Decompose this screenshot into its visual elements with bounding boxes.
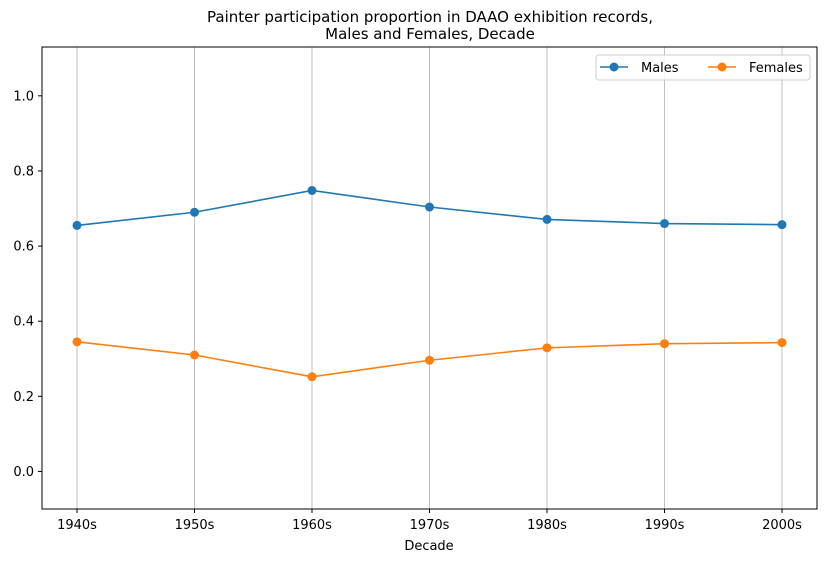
data-point-females-1950s [190, 350, 199, 360]
data-point-males-1940s [72, 220, 82, 230]
data-point-females-1990s [660, 339, 669, 349]
legend-label-females: Females [749, 61, 803, 76]
y-tick-label-1.0: 1.0 [13, 89, 34, 104]
y-axis-ticks: 0.0 0.2 0.4 0.6 0.8 1.0 [13, 89, 42, 480]
chart-title-line1: Painter participation proportion in DAAO… [207, 8, 653, 26]
legend-label-males: Males [641, 61, 679, 76]
x-tick-label-1970s: 1970s [410, 518, 450, 533]
x-axis-ticks: 1940s 1950s 1960s 1970s 1980s 1990s 2000s [57, 509, 802, 533]
x-tick-label-1990s: 1990s [645, 518, 685, 533]
data-point-males-1990s [660, 219, 669, 229]
y-tick-label-0.4: 0.4 [13, 315, 34, 330]
legend-marker-males [609, 62, 619, 72]
x-tick-label-1960s: 1960s [292, 518, 332, 533]
legend-box [595, 54, 811, 81]
x-tick-label-1940s: 1940s [57, 518, 97, 533]
data-point-males-2000s [777, 220, 787, 230]
y-tick-label-0.2: 0.2 [13, 390, 34, 405]
x-tick-label-1980s: 1980s [527, 518, 567, 533]
data-point-females-1960s [307, 372, 317, 382]
legend-marker-females [717, 62, 727, 72]
y-tick-label-0.0: 0.0 [13, 465, 34, 480]
data-point-females-1940s [72, 337, 82, 347]
data-point-females-1970s [425, 355, 434, 365]
data-point-males-1980s [542, 214, 552, 224]
data-point-males-1960s [307, 185, 317, 195]
x-tick-label-2000s: 2000s [762, 518, 802, 533]
series-layer [72, 185, 787, 382]
legend: Males Females [595, 54, 811, 81]
x-axis-label: Decade [404, 539, 453, 554]
data-point-males-1950s [190, 207, 199, 217]
vertical-gridlines [76, 47, 783, 509]
y-tick-label-0.6: 0.6 [13, 240, 34, 255]
data-point-females-1980s [542, 343, 552, 353]
data-point-males-1970s [425, 202, 434, 212]
chart-title-line2: Males and Females, Decade [325, 25, 535, 43]
x-tick-label-1950s: 1950s [175, 518, 215, 533]
y-tick-label-0.8: 0.8 [13, 164, 34, 179]
data-point-females-2000s [777, 338, 787, 348]
